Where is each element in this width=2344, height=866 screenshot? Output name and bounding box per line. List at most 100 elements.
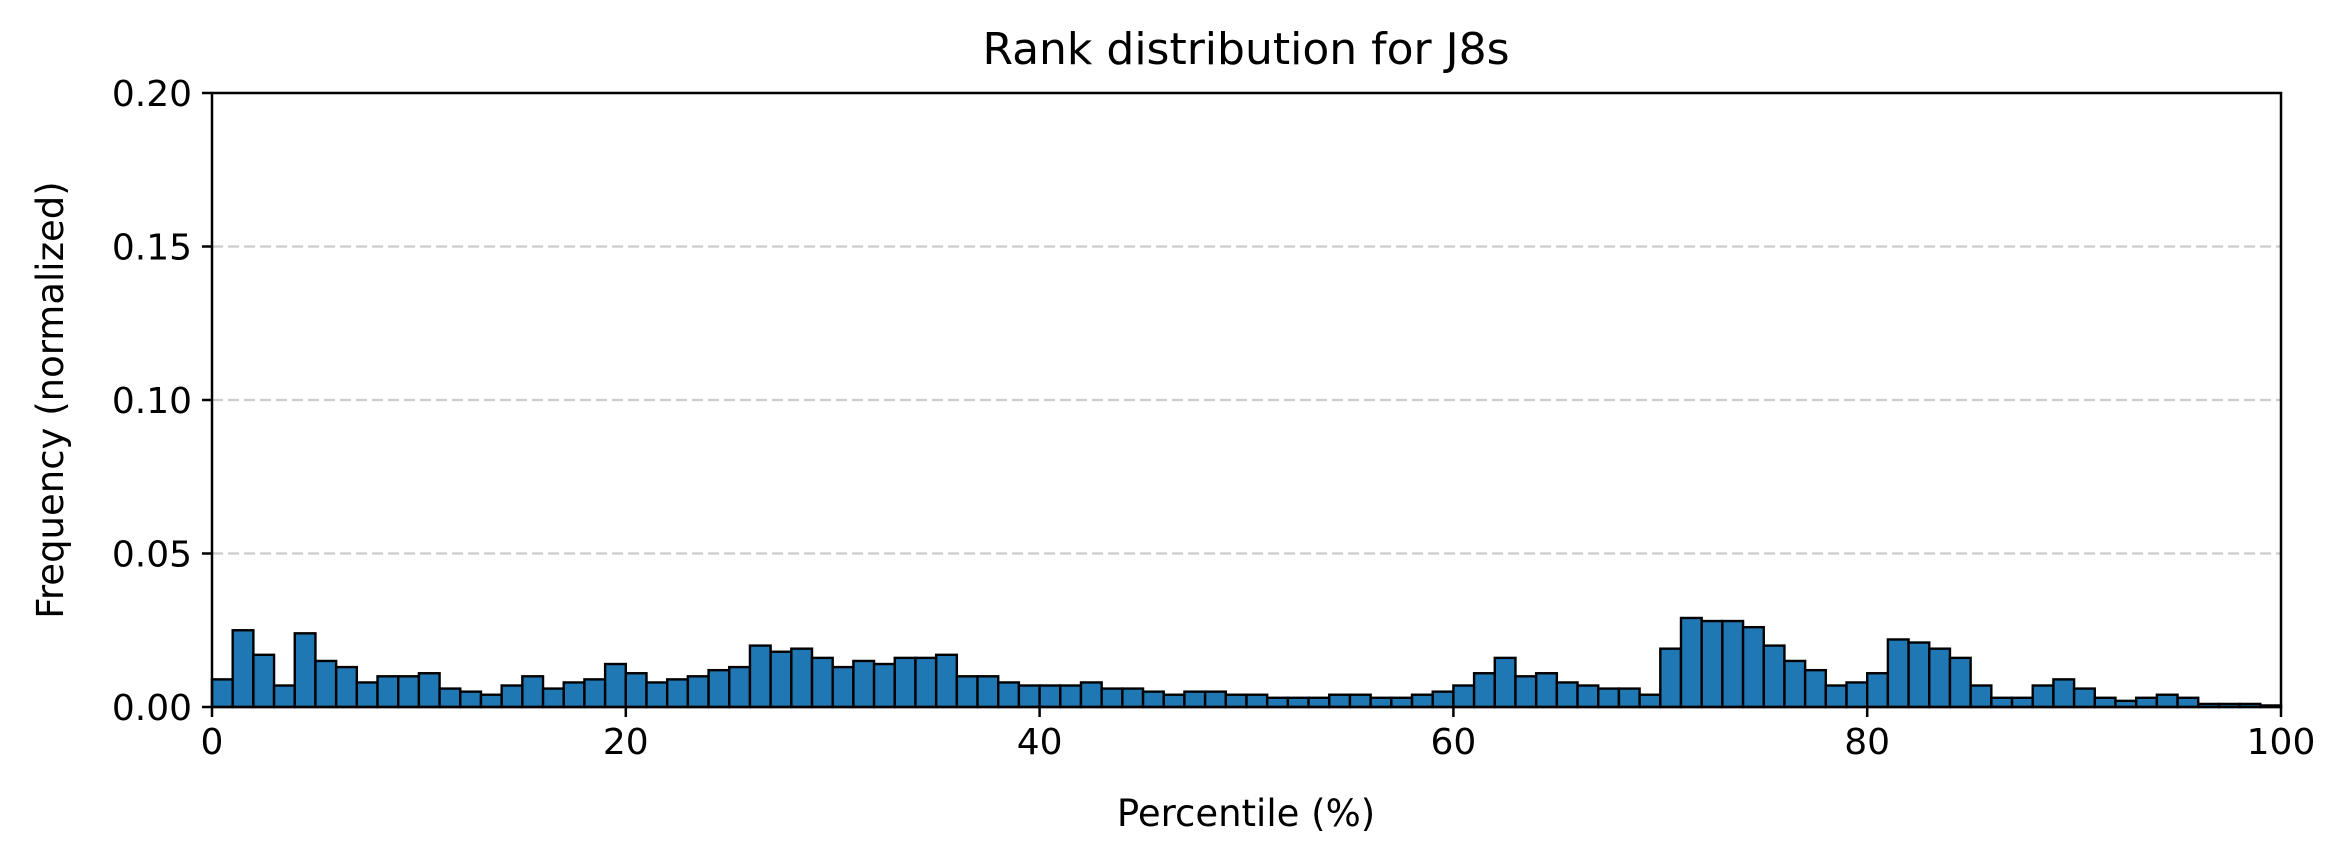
- histogram-bar: [1700, 619, 1724, 709]
- histogram-bar: [1679, 616, 1703, 709]
- histogram-bar: [707, 668, 731, 709]
- histogram-bar: [1410, 693, 1434, 709]
- histogram-bar: [521, 675, 545, 709]
- y-tick-label: 0.05: [112, 535, 192, 576]
- histogram-bar: [272, 684, 296, 709]
- histogram-bar: [1307, 696, 1331, 709]
- histogram-bar: [1265, 696, 1290, 709]
- histogram-bar: [1969, 684, 1993, 709]
- histogram-bar: [1100, 687, 1124, 709]
- histogram-bar: [1597, 687, 1621, 709]
- histogram-bar: [397, 675, 421, 709]
- histogram-bar: [541, 687, 565, 709]
- chart-title: Rank distribution for J8s: [982, 24, 1509, 75]
- histogram-bar: [1369, 696, 1393, 709]
- histogram-bar: [955, 675, 979, 709]
- histogram-bar: [997, 681, 1021, 709]
- histogram-bar: [1431, 690, 1455, 709]
- histogram-bar: [1907, 641, 1931, 709]
- histogram-bar: [1183, 690, 1207, 709]
- grid-layer: [212, 245, 2281, 555]
- histogram-bar: [1576, 684, 1600, 709]
- histogram-bar: [1762, 644, 1786, 709]
- histogram-bar: [790, 647, 814, 709]
- x-tick-label: 0: [201, 722, 224, 763]
- histogram-bar: [417, 672, 441, 709]
- histogram-bar: [1659, 647, 1683, 709]
- histogram-bar: [1721, 619, 1745, 709]
- histogram-bar: [1245, 693, 1269, 709]
- y-axis-label: Frequency (normalized): [29, 181, 72, 618]
- histogram-bar: [748, 644, 772, 709]
- histogram-bar: [1059, 684, 1083, 709]
- histogram-bar: [1514, 675, 1538, 709]
- histogram-bar: [1803, 668, 1828, 709]
- x-axis-label: Percentile (%): [1117, 792, 1375, 835]
- x-tick-label: 20: [603, 722, 649, 763]
- histogram-bar: [1534, 672, 1559, 709]
- histogram-bar: [1990, 696, 2014, 709]
- histogram-bar: [645, 681, 669, 709]
- histogram-bar: [252, 653, 276, 709]
- histogram-bar: [686, 675, 710, 709]
- histogram-bar: [1348, 693, 1372, 709]
- histogram-bar: [893, 656, 917, 709]
- histogram-bar: [562, 681, 586, 709]
- histogram-bar: [438, 687, 462, 709]
- histogram-bar: [1741, 625, 1765, 709]
- histogram-bar: [459, 690, 483, 709]
- histogram-bar: [583, 678, 607, 709]
- histogram-bar: [1141, 690, 1165, 709]
- histogram-bar: [355, 681, 379, 709]
- histogram-bar: [1079, 681, 1103, 709]
- histogram-bar: [1203, 690, 1228, 709]
- histogram-bar: [872, 662, 896, 709]
- y-tick-label: 0.00: [112, 688, 192, 729]
- histogram-bar: [1328, 693, 1352, 709]
- histogram-bar: [1865, 672, 1890, 709]
- histogram-bar: [624, 672, 648, 709]
- histogram-bar: [665, 678, 690, 709]
- histogram-bar: [2093, 696, 2117, 709]
- histogram-bar: [2072, 687, 2096, 709]
- histogram-bar: [1162, 693, 1186, 709]
- x-axis-ticks: 0 20 40 60 80 100: [201, 707, 2316, 763]
- histogram-bar: [1555, 681, 1579, 709]
- y-tick-label: 0.20: [112, 74, 192, 115]
- bars-layer: [210, 616, 2283, 709]
- histogram-bar: [1224, 693, 1248, 709]
- histogram-bar: [831, 665, 855, 709]
- histogram-bar: [1783, 659, 1807, 709]
- x-tick-label: 40: [1017, 722, 1063, 763]
- histogram-bar: [1948, 656, 1972, 709]
- histogram-bar: [1638, 693, 1662, 709]
- x-tick-label: 80: [1844, 722, 1890, 763]
- y-tick-label: 0.15: [112, 228, 192, 269]
- histogram-bar: [1845, 681, 1869, 709]
- histogram-bar: [810, 656, 834, 709]
- histogram-bar: [976, 675, 1000, 709]
- histogram-bar: [1493, 656, 1517, 709]
- histogram-bar: [2134, 696, 2159, 709]
- histogram-bar: [1286, 696, 1310, 709]
- histogram-bar: [1928, 647, 1952, 709]
- histogram-bar: [2176, 696, 2200, 709]
- histogram-bar: [314, 659, 338, 709]
- histogram-bar: [2052, 678, 2076, 709]
- histogram-bar: [603, 662, 627, 709]
- y-axis-ticks: 0.00 0.05 0.10 0.15 0.20: [112, 74, 212, 729]
- histogram-bar: [1121, 687, 1145, 709]
- histogram-bar: [376, 675, 400, 709]
- histogram-bar: [769, 650, 793, 709]
- histogram-bar: [2010, 696, 2034, 709]
- histogram-bar: [934, 653, 959, 709]
- histogram-bar: [231, 629, 255, 709]
- x-tick-label: 100: [2247, 722, 2316, 763]
- histogram-bar: [1886, 638, 1910, 709]
- histogram-bar: [293, 632, 317, 709]
- y-tick-label: 0.10: [112, 381, 192, 422]
- histogram-bar: [728, 665, 752, 709]
- histogram-bar: [1452, 684, 1476, 709]
- histogram-bar: [1617, 687, 1641, 709]
